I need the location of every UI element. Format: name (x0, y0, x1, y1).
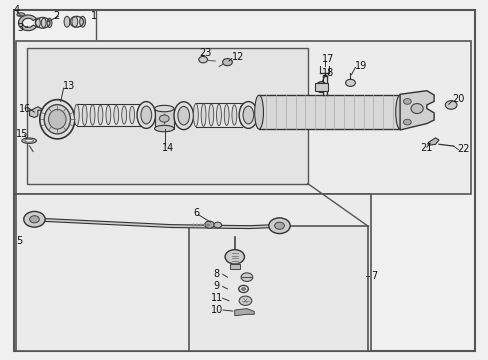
Text: 6: 6 (193, 208, 199, 218)
Polygon shape (38, 218, 273, 229)
Ellipse shape (47, 18, 52, 27)
Ellipse shape (114, 105, 119, 124)
Text: 9: 9 (213, 281, 219, 291)
Text: 22: 22 (457, 144, 469, 154)
Circle shape (445, 101, 456, 109)
Ellipse shape (122, 106, 126, 124)
Text: 1: 1 (91, 11, 97, 21)
Circle shape (195, 224, 198, 226)
Text: 20: 20 (452, 94, 464, 104)
Ellipse shape (137, 102, 155, 129)
Polygon shape (234, 309, 254, 316)
Bar (259, 95, 399, 129)
Circle shape (241, 288, 245, 291)
Ellipse shape (193, 103, 198, 127)
Circle shape (203, 224, 205, 226)
Ellipse shape (98, 105, 102, 125)
Ellipse shape (106, 105, 111, 125)
Ellipse shape (395, 95, 404, 129)
Circle shape (192, 224, 195, 226)
Circle shape (213, 222, 221, 228)
Bar (229, 264, 239, 269)
Ellipse shape (80, 17, 85, 27)
Ellipse shape (224, 104, 229, 125)
Text: 3: 3 (18, 23, 23, 33)
Ellipse shape (410, 104, 422, 113)
Circle shape (239, 296, 251, 305)
Text: 10: 10 (210, 305, 222, 315)
Circle shape (224, 249, 244, 264)
Circle shape (159, 115, 169, 122)
Circle shape (206, 224, 209, 226)
Ellipse shape (44, 105, 70, 134)
Ellipse shape (315, 82, 326, 93)
Text: 17: 17 (322, 54, 334, 64)
Text: 23: 23 (199, 48, 211, 58)
Ellipse shape (178, 107, 189, 125)
Polygon shape (30, 107, 41, 117)
Bar (16, 41, 469, 194)
Ellipse shape (82, 104, 87, 125)
Polygon shape (19, 15, 37, 31)
Text: 8: 8 (213, 269, 219, 279)
Circle shape (24, 211, 45, 227)
Bar (154, 109, 174, 129)
Text: 4: 4 (14, 5, 20, 15)
Ellipse shape (74, 104, 79, 126)
Ellipse shape (129, 106, 134, 124)
Circle shape (345, 79, 355, 86)
Ellipse shape (90, 105, 95, 125)
Text: 14: 14 (162, 143, 174, 153)
Polygon shape (27, 48, 307, 184)
Circle shape (403, 99, 410, 104)
Circle shape (268, 218, 289, 234)
Text: 15: 15 (16, 129, 28, 139)
Text: 12: 12 (231, 52, 244, 62)
Circle shape (241, 273, 252, 282)
Bar (188, 226, 368, 351)
Ellipse shape (25, 139, 33, 142)
Ellipse shape (154, 125, 174, 132)
Circle shape (403, 119, 410, 125)
Ellipse shape (174, 102, 193, 130)
Ellipse shape (64, 17, 70, 27)
Ellipse shape (154, 105, 174, 112)
Ellipse shape (17, 13, 25, 17)
Text: 5: 5 (16, 236, 22, 246)
Ellipse shape (40, 100, 75, 139)
Ellipse shape (41, 18, 46, 27)
Bar (314, 83, 327, 91)
Ellipse shape (141, 106, 151, 124)
Ellipse shape (239, 105, 244, 125)
Ellipse shape (231, 105, 236, 125)
Polygon shape (399, 91, 433, 130)
Ellipse shape (201, 104, 205, 126)
Text: 16: 16 (19, 104, 31, 113)
Circle shape (274, 222, 284, 229)
Circle shape (222, 59, 232, 66)
Text: 18: 18 (322, 68, 334, 78)
Ellipse shape (35, 18, 40, 27)
Ellipse shape (48, 109, 66, 129)
Circle shape (199, 224, 202, 226)
Ellipse shape (137, 107, 142, 123)
Ellipse shape (22, 138, 36, 143)
Ellipse shape (239, 102, 257, 129)
Text: 13: 13 (62, 81, 75, 91)
Text: 21: 21 (420, 143, 432, 153)
Text: 11: 11 (210, 293, 222, 303)
Ellipse shape (208, 104, 213, 126)
Bar (16, 194, 370, 351)
Polygon shape (427, 138, 438, 145)
Circle shape (199, 57, 207, 63)
Circle shape (204, 221, 214, 228)
Ellipse shape (254, 95, 263, 129)
Ellipse shape (216, 104, 221, 126)
Ellipse shape (243, 106, 253, 124)
Text: 7: 7 (370, 271, 376, 282)
Text: 2: 2 (53, 12, 60, 21)
Ellipse shape (72, 17, 78, 27)
Text: 19: 19 (355, 61, 367, 71)
Circle shape (30, 216, 39, 223)
